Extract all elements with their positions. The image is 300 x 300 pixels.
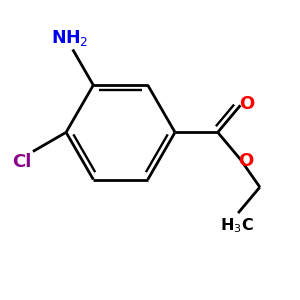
Text: NH$_2$: NH$_2$ [51, 28, 88, 48]
Text: Cl: Cl [12, 153, 32, 171]
Text: O: O [239, 95, 254, 113]
Text: H$_3$C: H$_3$C [220, 217, 254, 235]
Text: O: O [238, 152, 254, 170]
